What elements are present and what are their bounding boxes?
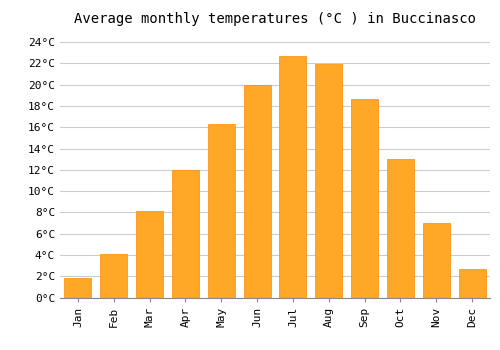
- Bar: [100, 254, 127, 298]
- Bar: [208, 124, 234, 298]
- Bar: [351, 99, 378, 298]
- Title: Average monthly temperatures (°C ) in Buccinasco: Average monthly temperatures (°C ) in Bu…: [74, 12, 476, 26]
- Bar: [244, 85, 270, 298]
- Bar: [458, 269, 485, 298]
- Bar: [423, 223, 450, 298]
- Bar: [316, 64, 342, 298]
- Bar: [172, 170, 199, 298]
- Bar: [280, 56, 306, 298]
- Bar: [64, 278, 92, 298]
- Bar: [136, 211, 163, 298]
- Bar: [387, 159, 414, 298]
